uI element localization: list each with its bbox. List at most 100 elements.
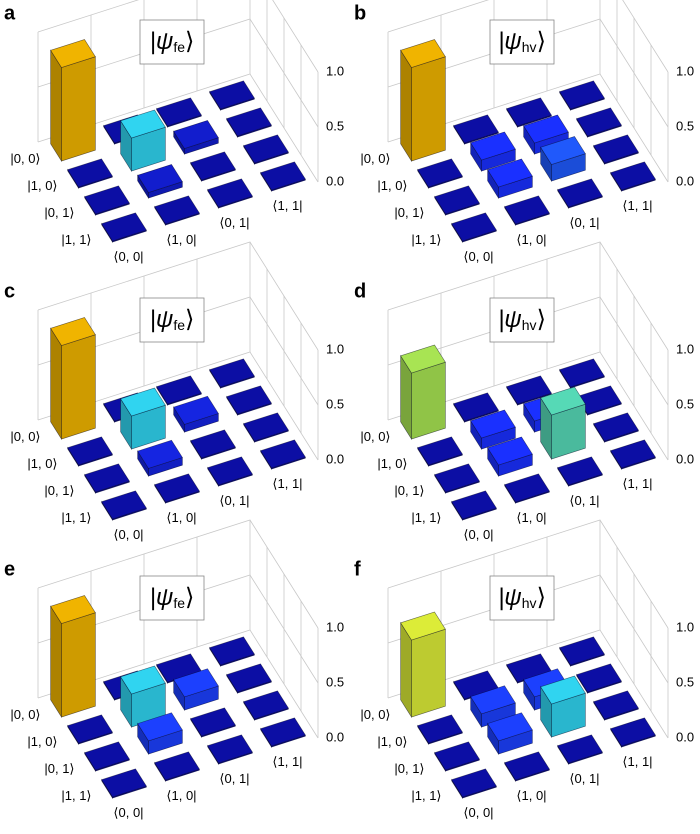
bar-face (61, 56, 96, 162)
column-label: ⟨1, 0| (166, 510, 196, 525)
bar (540, 386, 586, 461)
grid-line (37, 296, 319, 406)
bar (120, 109, 166, 173)
title-part: |ψ (498, 28, 522, 55)
bar (470, 131, 516, 173)
bar (209, 80, 255, 112)
bar (434, 185, 480, 217)
row-label: |1, 0⟩ (27, 178, 57, 193)
z-tick-label: 0.0 (676, 173, 694, 188)
z-tick-label: 0.0 (326, 173, 344, 188)
bar (50, 39, 96, 163)
column-label: ⟨0, 0| (463, 249, 493, 264)
bar (120, 387, 166, 451)
bar-top (120, 109, 166, 139)
chart-title: |ψfe⟩ (150, 28, 195, 55)
row-label: |0, 0⟩ (10, 151, 40, 166)
panel-letter: d (354, 280, 366, 302)
bar (226, 663, 272, 695)
grid-line (387, 241, 669, 351)
bar (260, 439, 306, 471)
row-label: |0, 0⟩ (360, 707, 390, 722)
bar-top (593, 134, 639, 164)
bar-top (67, 158, 113, 188)
bar-face (61, 612, 96, 718)
column-label: ⟨1, 1| (272, 198, 302, 213)
row-label: |1, 1⟩ (411, 788, 441, 803)
z-tick-label: 1.0 (676, 341, 694, 356)
bar (84, 185, 130, 217)
row-label: |0, 1⟩ (44, 761, 74, 776)
bar-top (207, 456, 253, 486)
bar (610, 717, 656, 749)
bar-top (156, 97, 202, 127)
grid-line (37, 351, 319, 461)
bar (400, 344, 446, 441)
bar-face (411, 361, 446, 440)
bar-top (434, 741, 480, 771)
bar (67, 436, 113, 468)
bar-top (50, 39, 96, 68)
bar-top (50, 595, 96, 624)
grid-line (387, 0, 669, 73)
bar (137, 164, 183, 200)
chart-title: |ψfe⟩ (150, 584, 195, 611)
bar (154, 473, 200, 505)
title-box (139, 575, 205, 621)
bar-top (523, 114, 569, 144)
grid-line (387, 73, 669, 183)
grid-line (37, 574, 319, 684)
row-label: |1, 1⟩ (61, 510, 91, 525)
row-label: |0, 1⟩ (394, 205, 424, 220)
panel: e 0.0 0.5 1.0 |0, 0⟩ |1, 0⟩ |0, 1⟩ |1, 1⟩ ⟨0, 0|… (4, 519, 344, 820)
bar-top (417, 158, 463, 188)
column-label: ⟨1, 1| (272, 754, 302, 769)
grid-line (387, 18, 669, 128)
bar (417, 714, 463, 746)
panel: a 0.0 0.5 1.0 |0, 0⟩ |1, 0⟩ |0, 1⟩ |1, 1⟩ ⟨0, 0|… (4, 0, 344, 264)
bar (173, 120, 219, 156)
bar-top (243, 690, 289, 720)
z-tick-label: 0.0 (326, 451, 344, 466)
bar-top (487, 436, 533, 466)
bar-top (400, 39, 446, 68)
bar-face (61, 334, 96, 440)
title-part: ⟩ (537, 306, 546, 333)
bar (557, 734, 603, 766)
column-label: ⟨0, 1| (219, 215, 249, 230)
z-tick-label: 0.5 (326, 118, 344, 133)
z-tick-label: 1.0 (326, 63, 344, 78)
bar-top (226, 385, 272, 415)
bar-top (226, 663, 272, 693)
bar (559, 636, 605, 668)
panel-letter: c (4, 280, 15, 302)
bar-top (504, 195, 550, 225)
bar-top (173, 668, 219, 698)
column-label: ⟨1, 1| (622, 198, 652, 213)
bar-top (453, 114, 499, 144)
bar-face (50, 327, 62, 441)
bar-top (576, 663, 622, 693)
title-part: ⟩ (537, 28, 546, 55)
chart-title: |ψfe⟩ (150, 306, 195, 333)
bar-top (67, 436, 113, 466)
bar (209, 636, 255, 668)
bar (137, 712, 183, 756)
row-label: |0, 0⟩ (10, 707, 40, 722)
bar (190, 151, 236, 183)
column-label: ⟨1, 0| (516, 232, 546, 247)
bar (593, 690, 639, 722)
title-part: |ψ (150, 306, 174, 333)
bar (506, 97, 552, 129)
bar (156, 97, 202, 129)
bar (434, 741, 480, 773)
bar (243, 134, 289, 166)
bar (207, 178, 253, 210)
bar (417, 436, 463, 468)
bar-top (84, 463, 130, 493)
bar (243, 412, 289, 444)
column-label: ⟨1, 0| (516, 788, 546, 803)
bar (154, 751, 200, 783)
column-label: ⟨0, 0| (113, 249, 143, 264)
bar (504, 195, 550, 227)
